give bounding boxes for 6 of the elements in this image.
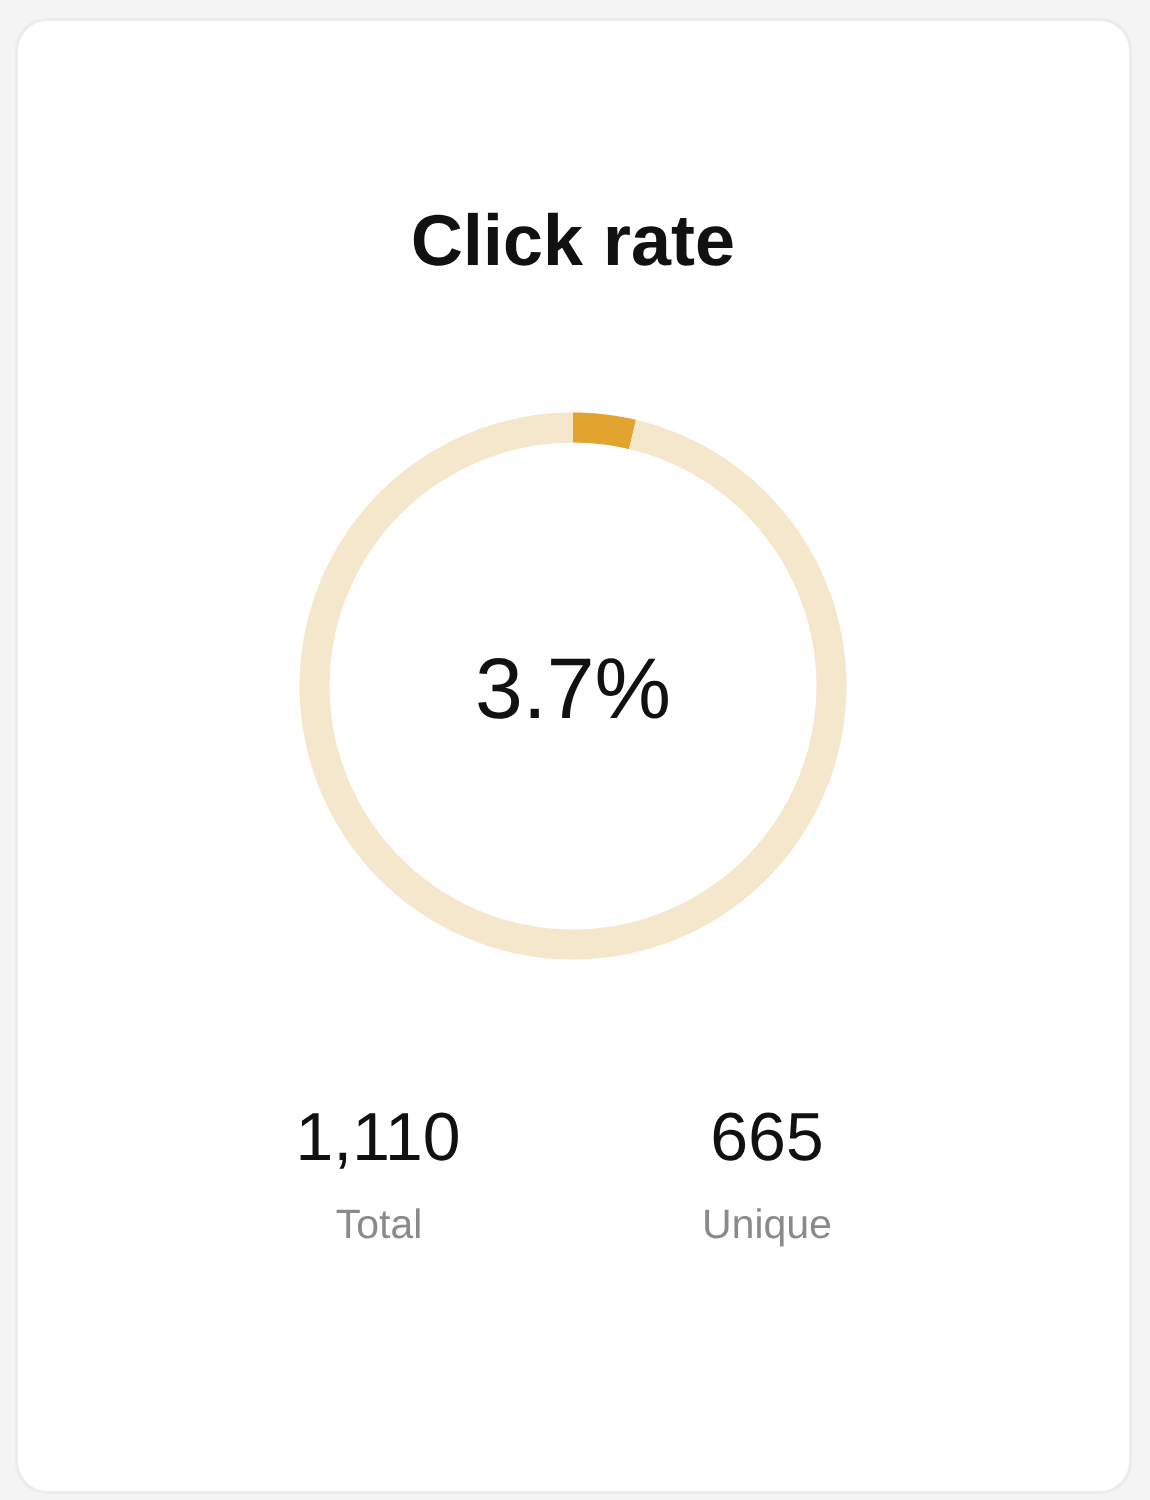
text: Unique [705,1208,831,1247]
chart-title: Click rate [413,212,733,266]
text: Total [336,1208,420,1239]
text: 3.7% [478,657,668,719]
text: 665 [713,1112,821,1161]
text: 1,110 [300,1112,458,1169]
